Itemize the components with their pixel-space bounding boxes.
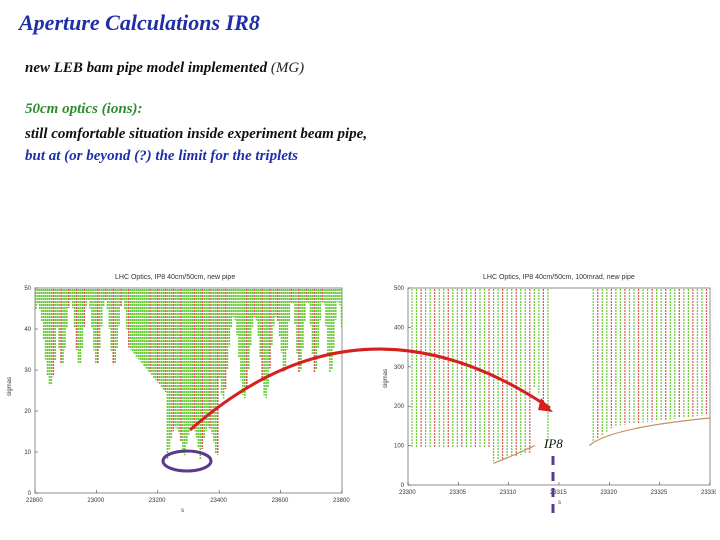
optics-heading: 50cm optics (ions): bbox=[25, 101, 143, 117]
y-tick-label: 10 bbox=[24, 450, 31, 456]
y-tick-label: 500 bbox=[394, 286, 405, 292]
x-axis-label: s bbox=[181, 508, 184, 514]
x-tick-label: 23310 bbox=[500, 490, 517, 496]
y-tick-label: 300 bbox=[394, 365, 405, 371]
envelope-curve bbox=[493, 445, 536, 464]
y-tick-label: 40 bbox=[24, 327, 31, 333]
x-tick-label: 23200 bbox=[149, 498, 166, 504]
y-tick-label: 30 bbox=[24, 368, 31, 374]
ip8-label: IP8 bbox=[544, 436, 563, 451]
slide-title: Aperture Calculations IR8 bbox=[19, 10, 260, 35]
x-tick-label: 23000 bbox=[87, 498, 104, 504]
y-tick-label: 100 bbox=[394, 444, 405, 450]
pipe-model-line: new LEB bam pipe model implemented (MG) bbox=[25, 60, 304, 77]
left-aperture-plot: LHC Optics, IP8 40cm/50cm, new pipe 2280… bbox=[7, 274, 350, 514]
plot-frame bbox=[407, 287, 711, 486]
x-tick-label: 23305 bbox=[449, 490, 466, 496]
y-axis-label: sigmas bbox=[383, 369, 389, 388]
chart-title: LHC Optics, IP8 40cm/50cm, new pipe bbox=[115, 274, 235, 281]
x-tick-label: 23315 bbox=[550, 490, 567, 496]
chart-title: LHC Optics, IP8 40cm/50cm, 100mrad, new … bbox=[483, 274, 635, 281]
x-tick-label: 23325 bbox=[651, 490, 668, 496]
arrow-head bbox=[538, 398, 553, 412]
x-tick-label: 23320 bbox=[600, 490, 617, 496]
x-tick-label: 23600 bbox=[272, 498, 289, 504]
x-axis-label: s bbox=[558, 500, 561, 506]
triplet-highlight-ellipse bbox=[161, 449, 213, 473]
x-tick-label: 22800 bbox=[26, 498, 43, 504]
triplet-limit-text: but at (or beyond (?) the limit for the … bbox=[25, 148, 298, 164]
author-tag: (MG) bbox=[270, 60, 305, 76]
situation-text: still comfortable situation inside exper… bbox=[25, 126, 368, 142]
x-tick-label: 23400 bbox=[210, 498, 227, 504]
envelope-curve bbox=[588, 417, 711, 447]
y-tick-label: 50 bbox=[24, 286, 31, 292]
y-tick-label: 400 bbox=[394, 325, 405, 331]
y-axis-label: sigmas bbox=[7, 377, 13, 396]
x-tick-label: 23800 bbox=[333, 498, 350, 504]
y-tick-label: 20 bbox=[24, 409, 31, 415]
y-tick-label: 0 bbox=[28, 491, 32, 497]
pipe-model-text: new LEB bam pipe model implemented bbox=[25, 60, 268, 76]
y-tick-label: 0 bbox=[401, 483, 405, 489]
right-aperture-plot: LHC Optics, IP8 40cm/50cm, 100mrad, new … bbox=[383, 274, 716, 506]
y-tick-label: 200 bbox=[394, 404, 405, 410]
x-tick-label: 23300 bbox=[399, 490, 416, 496]
arrow-curve bbox=[189, 347, 551, 432]
